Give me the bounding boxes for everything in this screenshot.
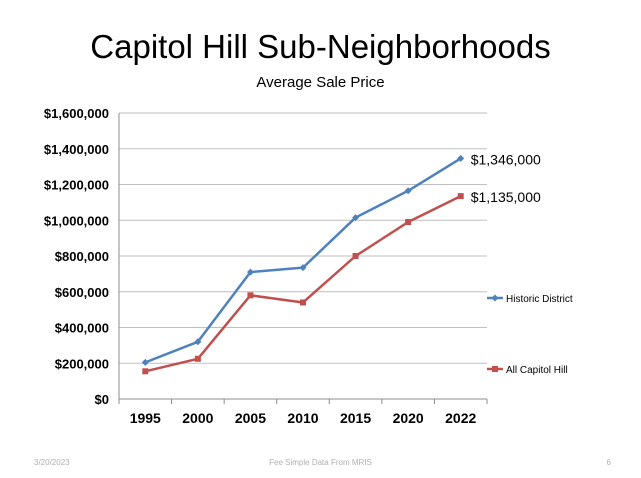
x-tick-label: 2015 [340, 410, 371, 426]
legend-swatch-marker [492, 366, 498, 372]
y-tick-label: $200,000 [55, 356, 109, 371]
data-point [300, 299, 306, 306]
data-point [404, 187, 412, 195]
data-label: $1,135,000 [471, 189, 541, 205]
series-line [144, 157, 462, 364]
data-point [246, 268, 254, 276]
slide-title: Capitol Hill Sub-Neighborhoods [90, 28, 551, 65]
y-tick-label: $1,200,000 [44, 178, 109, 193]
legend-label: Historic District [506, 294, 573, 305]
x-tick-label: 2000 [182, 410, 213, 426]
data-point [194, 355, 201, 362]
data-point [352, 253, 359, 259]
data-point [457, 193, 464, 200]
y-tick-label: $1,000,000 [44, 213, 109, 228]
y-tick-label: $400,000 [55, 321, 109, 336]
x-tick-label: 1995 [130, 410, 161, 426]
data-point [457, 154, 465, 162]
y-tick-label: $600,000 [55, 285, 109, 300]
data-point [405, 219, 412, 226]
y-tick-label: $800,000 [55, 249, 109, 264]
data-point [141, 358, 149, 366]
y-tick-label: $0 [95, 392, 109, 407]
x-tick-label: 2022 [445, 410, 476, 426]
x-tick-label: 2005 [235, 410, 266, 426]
data-label: $1,346,000 [471, 151, 541, 167]
data-point [247, 292, 254, 299]
legend-label: All Capitol Hill [506, 365, 568, 376]
y-tick-label: $1,600,000 [44, 106, 109, 121]
x-tick-label: 2020 [393, 410, 424, 426]
data-point [352, 214, 360, 222]
x-tick-label: 2010 [287, 410, 318, 426]
data-point [194, 338, 202, 346]
footer-source: Fee Simple Data From MRIS [269, 458, 372, 467]
y-tick-label: $1,400,000 [44, 142, 109, 157]
data-point [142, 368, 149, 375]
data-point [299, 264, 307, 272]
footer-date: 3/20/2023 [34, 458, 70, 467]
chart-title: Average Sale Price [256, 74, 385, 91]
footer-page-number: 6 [606, 458, 611, 467]
legend-swatch-marker [491, 294, 499, 302]
